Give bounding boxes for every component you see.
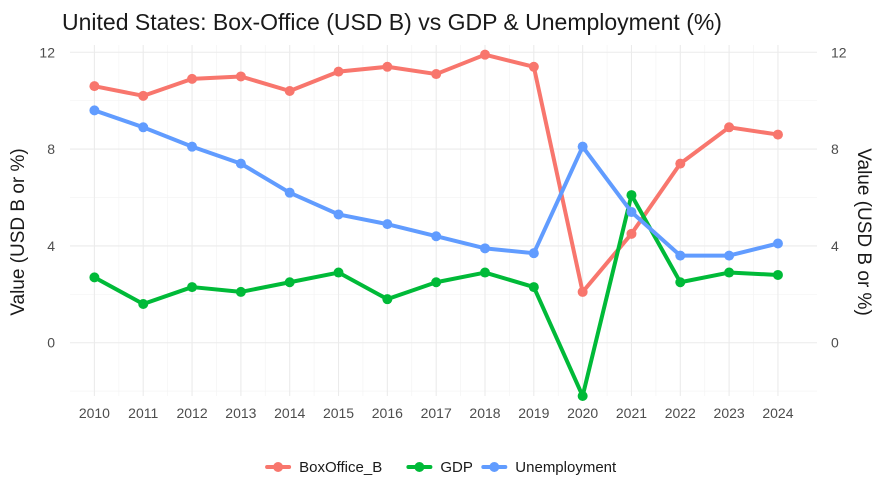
legend-label: GDP [440,459,473,476]
data-point-unemployment [626,207,637,218]
data-point-gdp [431,277,442,288]
y-axis-left: 0 4 8 12 [39,44,55,350]
data-point-unemployment [577,141,588,152]
y-axis-label-left: Value (USD B or %) [8,148,29,316]
legend-swatch-point [489,462,500,472]
y-tick-label-right: 8 [831,141,839,157]
data-point-gdp [772,269,783,280]
series-unemployment [89,105,783,261]
legend-swatch-point [414,462,425,472]
x-tick-label: 2019 [518,405,549,421]
data-point-boxoffice-b [284,85,295,96]
data-point-boxoffice-b [138,90,149,101]
data-point-boxoffice-b [772,129,783,140]
x-tick-label: 2024 [762,405,793,421]
data-point-unemployment [431,231,442,242]
data-point-boxoffice-b [480,49,490,60]
grid [70,45,817,396]
data-point-gdp [724,267,735,278]
x-tick-label: 2020 [567,405,598,421]
data-point-unemployment [382,219,393,230]
data-point-unemployment [138,122,149,133]
data-point-gdp [187,282,198,293]
y-tick-label-left: 0 [47,335,55,351]
data-point-boxoffice-b [626,228,637,239]
data-point-boxoffice-b [187,73,198,84]
data-point-boxoffice-b [724,122,735,133]
data-point-boxoffice-b [577,286,588,297]
x-tick-label: 2011 [128,405,158,421]
data-point-gdp [89,272,100,283]
x-tick-label: 2010 [79,405,110,421]
x-tick-label: 2014 [274,405,305,421]
legend-swatch-point [273,462,284,472]
chart-title: United States: Box-Office (USD B) vs GDP… [62,9,722,35]
series-layer [89,49,783,401]
data-point-gdp [626,190,637,201]
y-tick-label-left: 4 [47,238,55,254]
data-point-unemployment [724,250,735,261]
x-tick-label: 2021 [616,405,647,421]
legend-label: BoxOffice_B [299,459,382,476]
y-tick-label-right: 0 [831,335,839,351]
x-tick-label: 2016 [372,405,403,421]
data-point-unemployment [235,158,246,169]
data-point-unemployment [772,238,783,249]
y-tick-label-right: 12 [831,44,847,60]
data-point-boxoffice-b [431,69,442,80]
data-point-unemployment [333,209,344,220]
data-point-unemployment [284,187,295,198]
x-tick-label: 2023 [714,405,745,421]
data-point-boxoffice-b [89,81,100,92]
data-point-gdp [528,282,539,293]
data-point-unemployment [187,141,198,152]
data-point-boxoffice-b [333,66,344,77]
legend-item-boxoffice-b: BoxOffice_B [265,459,382,476]
data-point-unemployment [480,243,490,254]
legend-label: Unemployment [515,459,617,476]
data-point-gdp [284,277,295,288]
legend-item-unemployment: Unemployment [481,459,617,476]
data-point-boxoffice-b [675,158,686,169]
y-tick-label-right: 4 [831,238,839,254]
data-point-gdp [577,391,588,401]
x-tick-label: 2012 [176,405,207,421]
data-point-boxoffice-b [528,61,539,72]
y-tick-label-left: 12 [39,44,55,60]
x-tick-label: 2018 [469,405,500,421]
y-axis-label-right: Value (USD B or %) [853,148,874,316]
data-point-gdp [235,286,246,297]
y-tick-label-left: 8 [47,141,55,157]
series-gdp [89,190,783,401]
x-axis: 2010 2011 2012 2013 2014 2015 2016 2017 2018 2019… [79,405,794,421]
data-point-unemployment [675,250,686,261]
x-tick-label: 2017 [421,405,452,421]
data-point-gdp [382,294,393,305]
data-point-unemployment [528,248,539,259]
data-point-gdp [480,267,490,278]
data-point-boxoffice-b [235,71,246,82]
data-point-gdp [333,267,344,278]
y-axis-right: 0 4 8 12 [831,44,847,350]
x-tick-label: 2013 [225,405,256,421]
data-point-gdp [675,277,686,288]
x-tick-label: 2015 [323,405,354,421]
legend-item-gdp: GDP [406,459,473,476]
series-boxoffice-b [89,49,783,297]
x-tick-label: 2022 [665,405,696,421]
data-point-boxoffice-b [382,61,393,72]
data-point-unemployment [89,105,100,116]
legend: BoxOffice_B GDP Unemployment [265,459,617,476]
data-point-gdp [138,299,149,310]
